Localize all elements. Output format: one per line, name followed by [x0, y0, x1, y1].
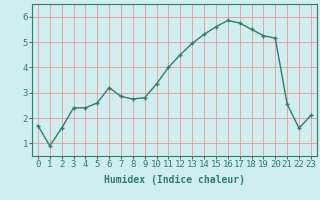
X-axis label: Humidex (Indice chaleur): Humidex (Indice chaleur): [104, 175, 245, 185]
